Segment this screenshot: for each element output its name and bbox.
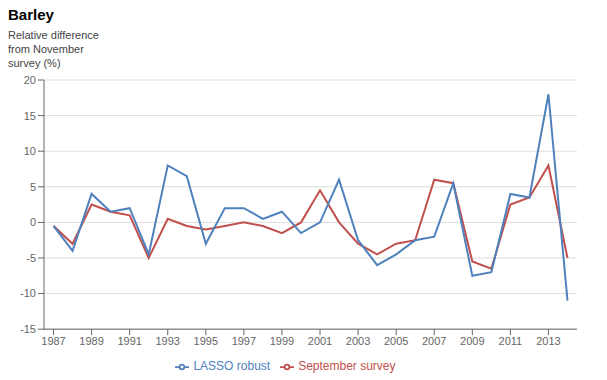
svg-text:2003: 2003	[346, 335, 370, 347]
html-text:Barley: Barley	[8, 6, 54, 23]
svg-text:20: 20	[24, 74, 36, 86]
svg-text:1991: 1991	[117, 335, 141, 347]
html-text:survey (%): survey (%)	[8, 57, 61, 69]
svg-text:-15: -15	[20, 323, 36, 335]
svg-text:10: 10	[24, 145, 36, 157]
svg-text:1999: 1999	[270, 335, 294, 347]
html-text:LASSO robust: LASSO robust	[193, 359, 271, 374]
svg-text:2009: 2009	[460, 335, 484, 347]
svg-text:2013: 2013	[536, 335, 560, 347]
svg-text:1993: 1993	[155, 335, 179, 347]
svg-text:-10: -10	[20, 287, 36, 299]
svg-text:0: 0	[30, 216, 36, 228]
svg-text:2005: 2005	[384, 335, 408, 347]
svg-text:-5: -5	[26, 252, 36, 264]
svg-text:2011: 2011	[499, 335, 523, 347]
svg-text:2007: 2007	[422, 335, 446, 347]
svg-text:1997: 1997	[232, 335, 256, 347]
svg-text:1987: 1987	[41, 335, 65, 347]
svg-text:5: 5	[30, 181, 36, 193]
svg-text:2001: 2001	[308, 335, 332, 347]
svg-text:1989: 1989	[79, 335, 103, 347]
html-text:from November: from November	[8, 43, 84, 55]
html-text:September survey: September survey	[298, 359, 396, 374]
svg-text:15: 15	[24, 110, 36, 122]
html-text:Relative difference: Relative difference	[8, 29, 99, 41]
svg-text:1995: 1995	[194, 335, 218, 347]
